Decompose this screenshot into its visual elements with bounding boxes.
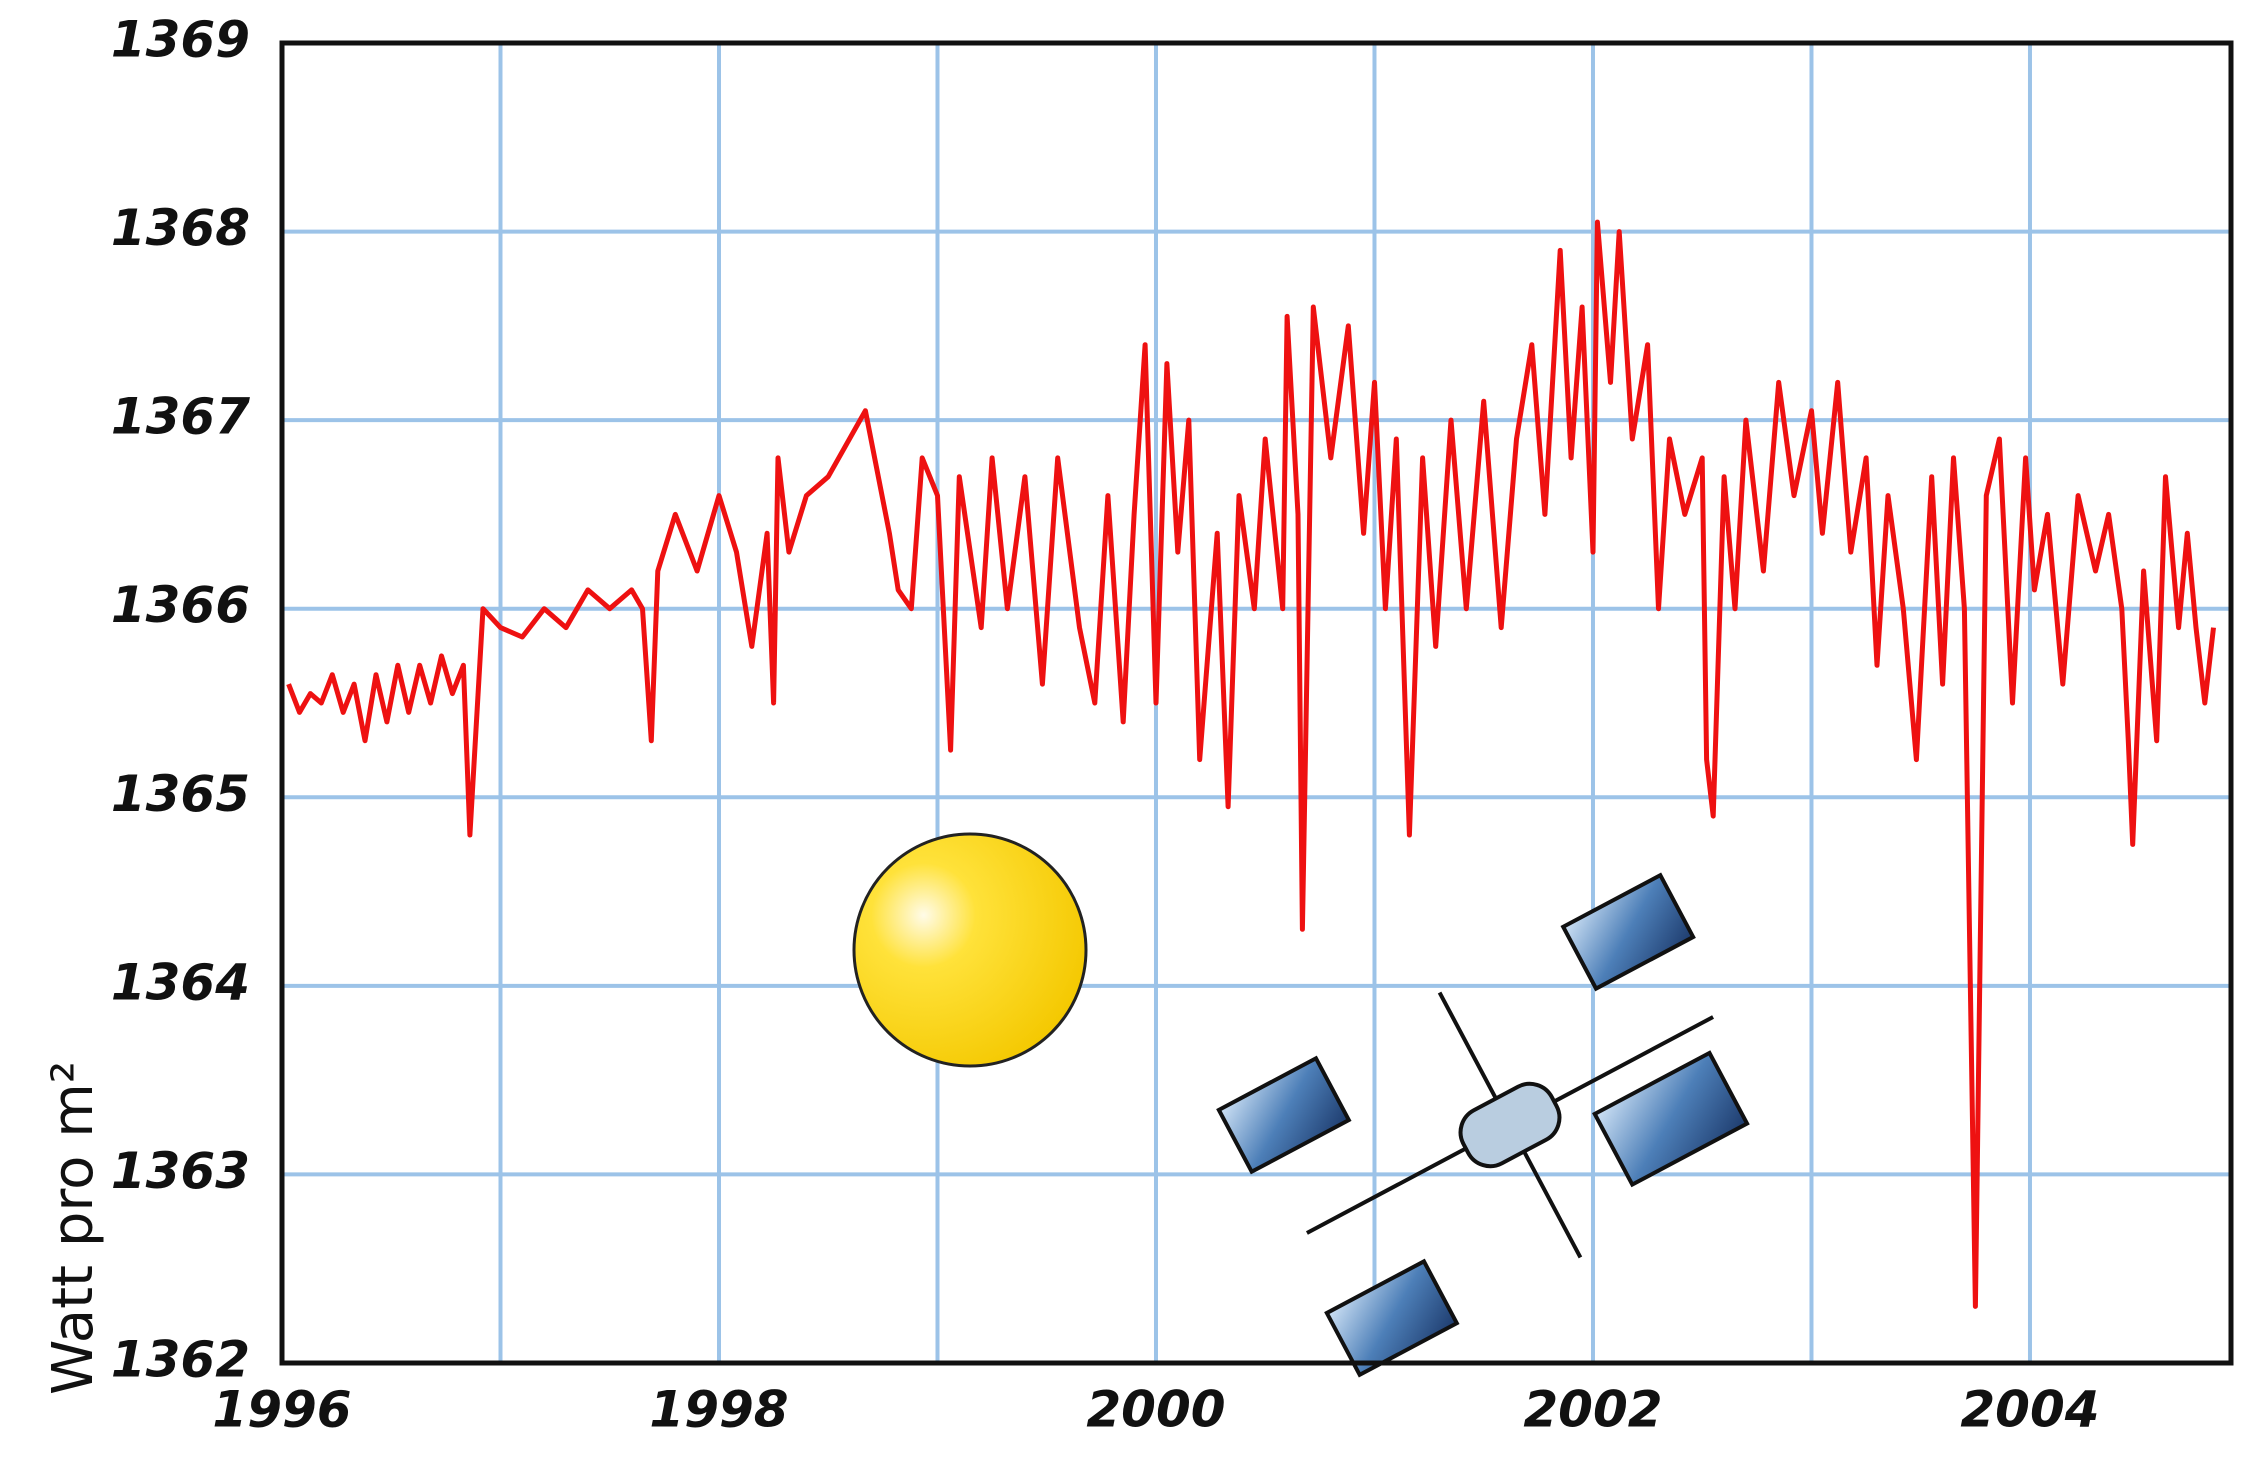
x-tick-label: 1996 [212,1381,351,1439]
x-tick-label: 1998 [649,1381,788,1439]
y-tick-label: 1362 [111,1331,250,1389]
satellite-illustration [1216,872,1750,1378]
y-tick-label: 1364 [111,953,250,1011]
y-tick-label: 1363 [111,1142,250,1200]
y-tick-label: 1369 [111,11,250,69]
plot-frame [279,40,2234,1366]
y-tick-label: 1365 [111,765,250,823]
x-tick-label: 2004 [1960,1381,2099,1439]
data-line [286,219,2216,1309]
x-tick-label: 2000 [1086,1381,1225,1439]
x-tick-label: 2002 [1523,1381,1662,1439]
y-tick-label: 1368 [111,199,250,257]
data-layer [286,219,2216,1309]
y-tick-label: 1367 [111,388,250,446]
y-tick-label: 1366 [111,576,250,634]
y-axis-label: Watt pro m² [41,1061,106,1395]
sun-illustration [852,832,1088,1068]
